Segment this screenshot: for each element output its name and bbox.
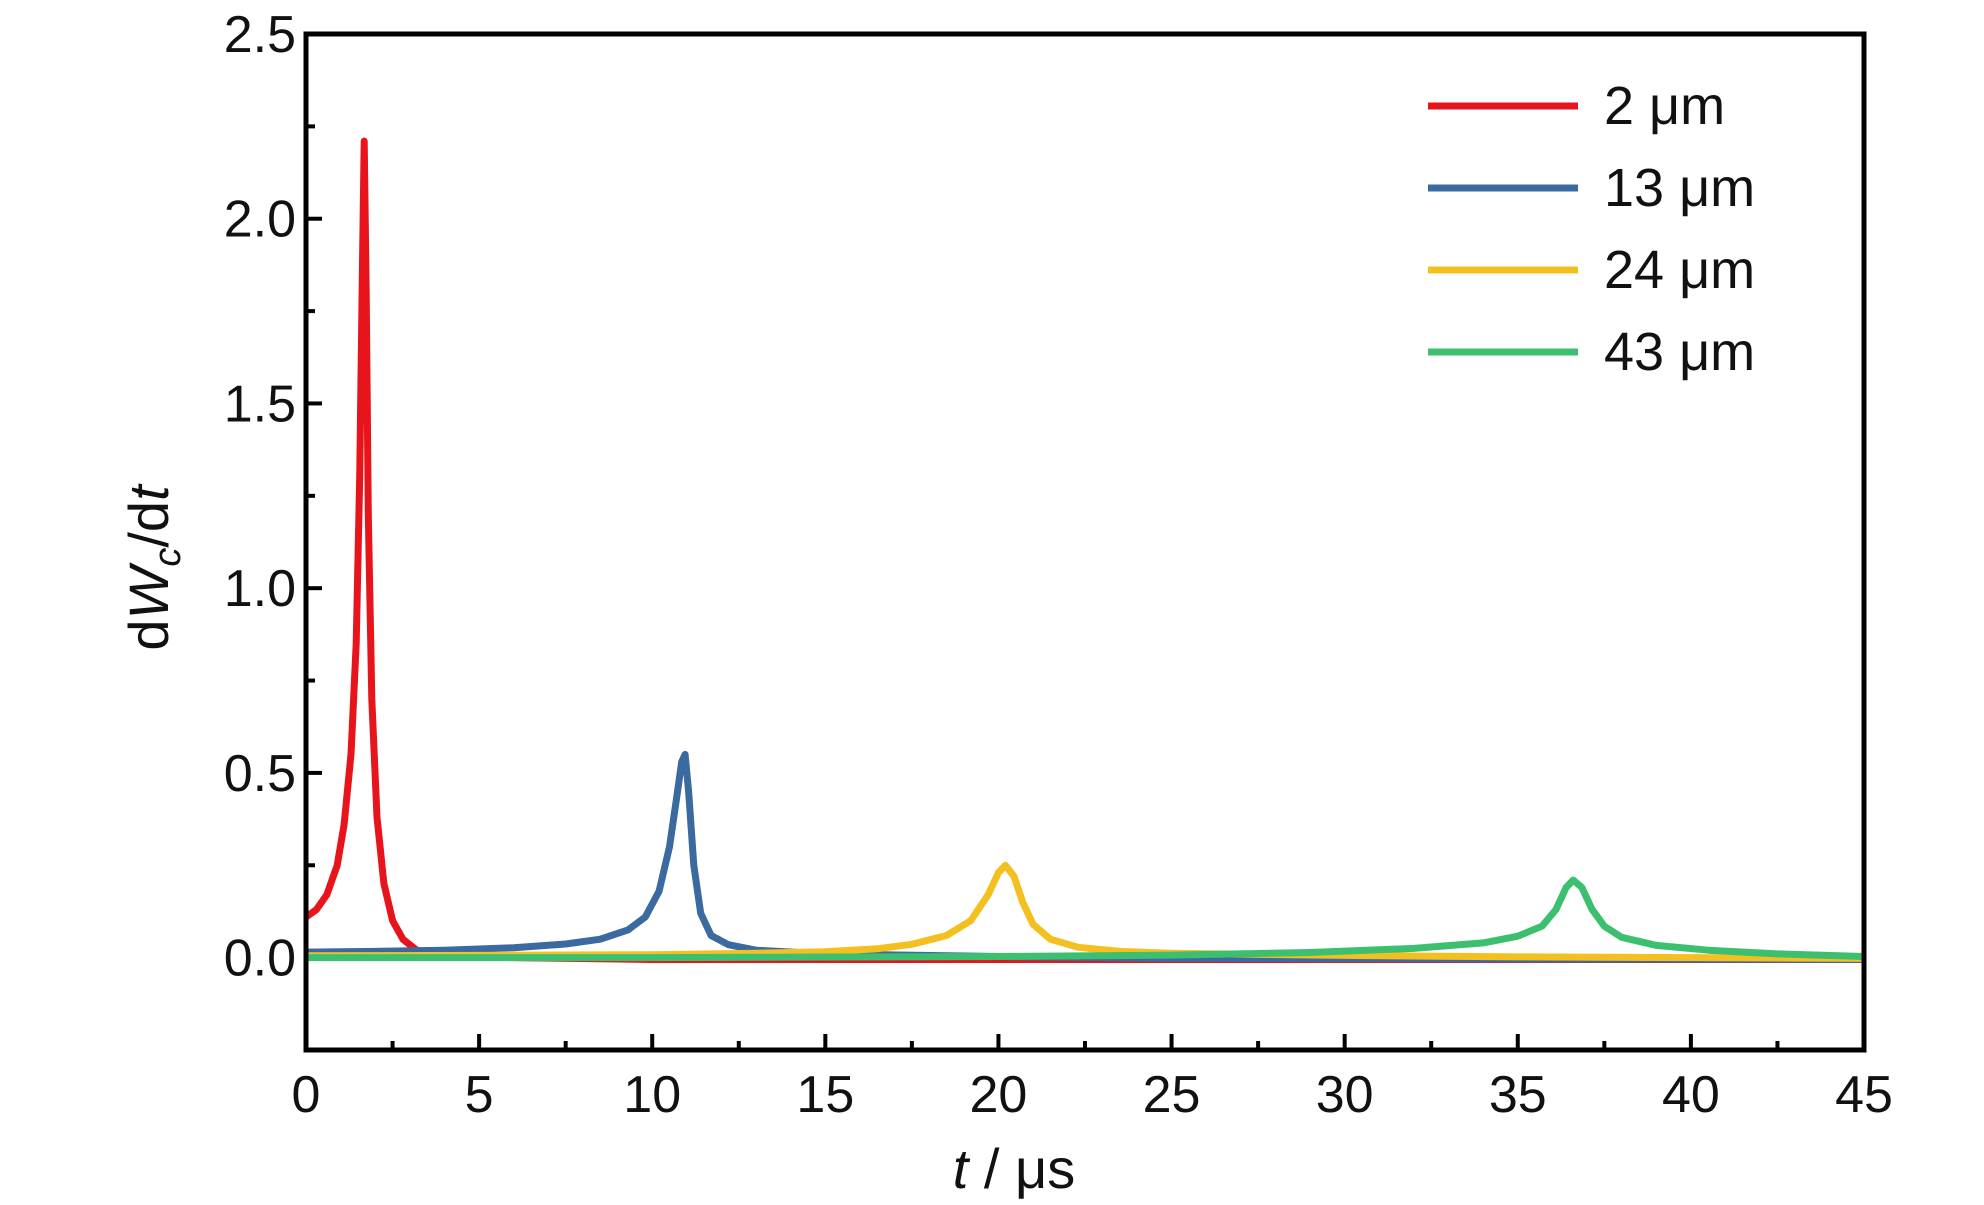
x-tick-label: 30 — [1316, 1066, 1374, 1124]
legend-label: 13 μm — [1604, 158, 1755, 218]
x-tick-label: 10 — [623, 1066, 681, 1124]
y-axis-title-d: d — [117, 619, 180, 650]
x-tick-label: 45 — [1835, 1066, 1893, 1124]
x-tick-label: 20 — [970, 1066, 1028, 1124]
x-axis-title-t: t — [953, 1137, 971, 1200]
y-tick-label: 1.0 — [224, 560, 296, 618]
y-tick-label: 2.0 — [224, 191, 296, 249]
x-tick-label: 40 — [1662, 1066, 1720, 1124]
y-axis-title: dWc/dt — [117, 483, 189, 651]
x-axis-title-unit: / μs — [968, 1137, 1075, 1200]
series-line-4 — [306, 876, 1864, 962]
x-tick-label: 25 — [1143, 1066, 1201, 1124]
plot-frame — [303, 31, 1867, 1053]
y-axis-title-subscript: c — [147, 548, 189, 567]
y-axis-title-t: t — [117, 483, 180, 501]
legend-label: 2 μm — [1604, 76, 1725, 136]
x-tick-label: 0 — [292, 1066, 321, 1124]
y-tick-label: 2.5 — [224, 6, 296, 64]
legend-label: 24 μm — [1604, 240, 1755, 300]
series-line-2 — [306, 750, 1864, 963]
y-axis-title-mid: /d — [117, 501, 180, 548]
y-axis-title-W: W — [117, 561, 180, 619]
legend: 2 μm 13 μm 24 μm 43 μm — [1428, 76, 1755, 382]
x-axis-tick-labels: 0 5 10 15 20 25 30 35 40 45 — [292, 1066, 1893, 1124]
y-tick-label: 0.0 — [224, 930, 296, 988]
y-tick-label: 1.5 — [224, 375, 296, 433]
legend-label: 43 μm — [1604, 322, 1755, 382]
y-tick-label: 0.5 — [224, 745, 296, 803]
x-tick-label: 15 — [796, 1066, 854, 1124]
series-lines — [306, 137, 1864, 963]
x-tick-label: 35 — [1489, 1066, 1547, 1124]
x-axis-title: t / μs — [953, 1137, 1076, 1200]
x-tick-label: 5 — [465, 1066, 494, 1124]
y-axis-tick-labels: 0.0 0.5 1.0 1.5 2.0 2.5 — [224, 6, 296, 988]
